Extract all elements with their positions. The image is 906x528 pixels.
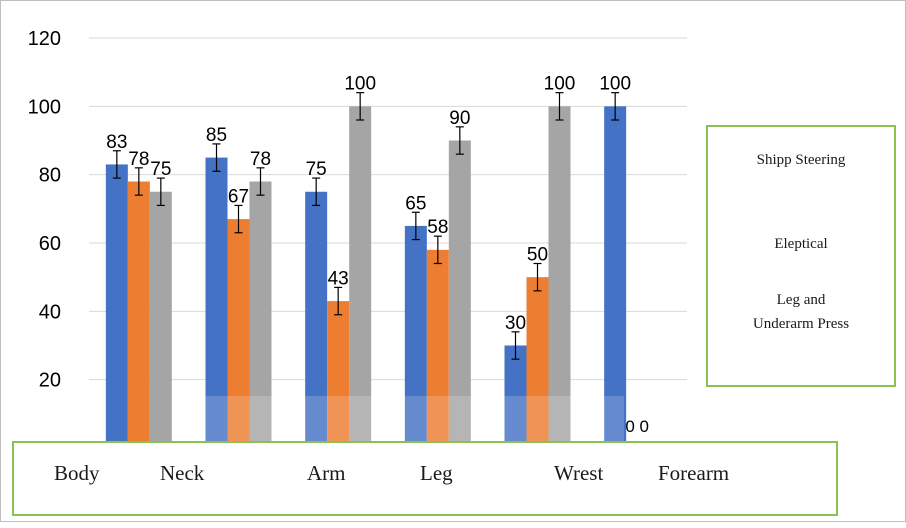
category-label-arm: Arm [307,461,346,485]
data-label: 0 0 [625,417,649,436]
data-label: 78 [250,149,271,170]
y-tick-label: 100 [28,96,61,118]
bar [448,140,471,448]
data-label: 90 [449,108,470,129]
y-tick-label: 20 [39,370,61,392]
legend-item-leg-underarm-line2: Underarm Press [752,316,850,332]
category-label-leg: Leg [420,461,453,485]
legend: Shipp Steering Eleptical Leg and Underar… [706,125,896,387]
category-label-forearm: Forearm [658,461,730,485]
data-label: 83 [106,132,127,153]
category-label-wrest: Wrest [554,461,604,485]
bar [105,164,128,448]
y-tick-label: 40 [39,301,61,323]
y-tick-label: 60 [39,233,61,255]
bar [327,301,350,448]
legend-item-leg-underarm-line1: Leg and [776,292,826,308]
category-label-box: Body Neck Arm Leg Wrest Forearm [12,441,838,516]
gridlines [89,37,687,381]
data-label: 85 [206,125,227,146]
bar [205,157,228,449]
bar [404,225,427,448]
data-label: 30 [505,313,526,334]
y-tick-label: 120 [28,28,61,50]
bar [249,181,272,448]
data-label: 78 [128,149,149,170]
bar [305,191,328,448]
translucent-overlay [204,396,624,444]
bars [105,106,627,449]
bar [426,249,449,448]
bar [149,191,172,448]
y-tick-label: 80 [39,165,61,187]
error-bars [112,92,620,360]
legend-item-eleptical: Eleptical [774,236,828,252]
bar [548,106,571,448]
data-label: 100 [544,74,576,95]
bar [227,219,250,448]
data-label: 50 [527,245,548,266]
data-label: 100 [344,74,376,95]
data-label: 67 [228,186,249,207]
y-axis-ticks: 020406080100120 [28,28,61,460]
bar [504,345,527,448]
bar [604,106,627,448]
data-label: 100 [599,74,631,95]
overlay-band [204,396,624,444]
bar [349,106,372,448]
data-label: 65 [405,193,426,214]
data-label: 43 [328,268,349,289]
data-label: 58 [427,217,448,238]
category-label-neck: Neck [160,461,205,485]
legend-item-shipp-steering: Shipp Steering [756,152,846,168]
bar [526,277,549,448]
bar [127,181,150,448]
category-label-body: Body [54,461,100,485]
data-label: 75 [150,159,171,180]
data-label: 75 [306,159,327,180]
